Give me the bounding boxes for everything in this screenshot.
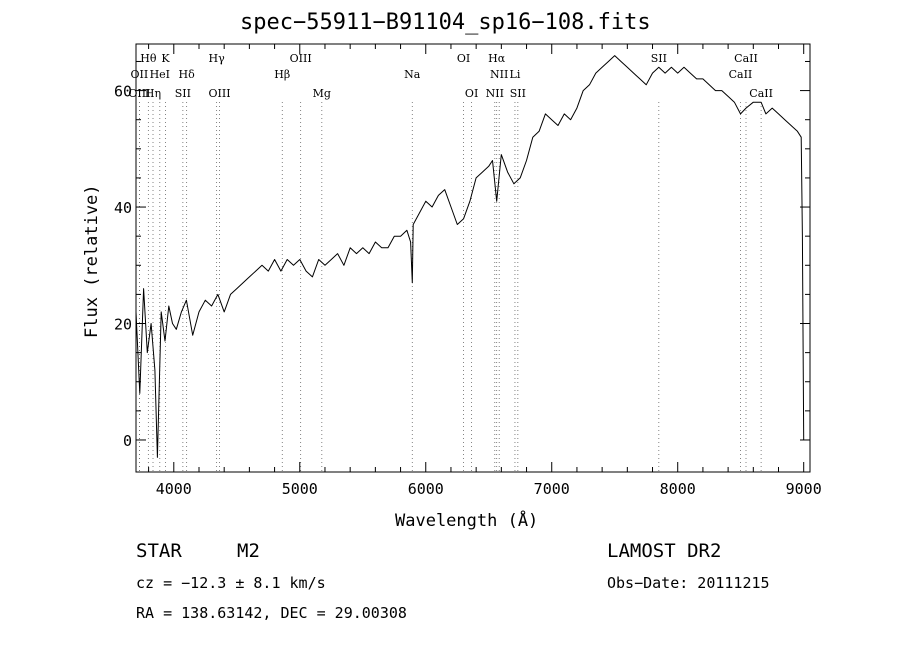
line-markers (139, 102, 762, 472)
line-marker-label: CaII (734, 52, 758, 65)
line-marker-label: OIII (290, 52, 312, 65)
line-marker-label: CaII (749, 87, 773, 100)
line-marker-label: Hδ (179, 68, 196, 81)
line-marker-label: Hβ (274, 68, 290, 81)
line-marker-label: CaII (729, 68, 753, 81)
y-tick-label: 20 (114, 316, 132, 334)
x-tick-label: 8000 (660, 480, 696, 498)
coordinates-line: RA = 138.63142, DEC = 29.00308 (136, 604, 407, 622)
line-marker-label: SII (510, 87, 526, 100)
survey-name: LAMOST DR2 (607, 540, 722, 562)
line-marker-label: SII (175, 87, 191, 100)
x-tick-label: 5000 (282, 480, 318, 498)
redshift-line: cz = −12.3 ± 8.1 km/s (136, 574, 326, 592)
line-marker-label: Hη (145, 87, 161, 100)
plot-border (135, 43, 811, 473)
line-marker-label: NII (490, 68, 508, 81)
y-axis: 0 20 40 60 (114, 60, 810, 450)
x-tick-label: 7000 (534, 480, 570, 498)
spectrum-line (136, 55, 805, 458)
line-marker-label: Hθ (140, 52, 157, 65)
line-marker-label: Na (404, 68, 421, 81)
object-subclass: M2 (237, 540, 260, 562)
spectrum-series (136, 55, 805, 458)
line-marker-label: OI (465, 87, 478, 100)
line-marker-label: Hα (488, 52, 506, 65)
line-marker-label: NII (486, 87, 504, 100)
line-marker-label: Hγ (209, 52, 226, 65)
object-class: STAR (136, 540, 182, 562)
line-marker-label: OI (457, 52, 470, 65)
y-tick-label: 0 (123, 432, 132, 450)
line-marker-label: OII (131, 68, 149, 81)
x-axis-label: Wavelength (Å) (395, 511, 539, 531)
obs-date-line: Obs−Date: 20111215 (607, 574, 770, 592)
chart-title: spec−55911−B91104_sp16−108.fits (240, 10, 651, 35)
x-tick-label: 9000 (786, 480, 822, 498)
line-marker-label: Mg (313, 87, 331, 100)
y-axis-label: Flux (relative) (82, 184, 102, 338)
line-marker-label: HeI (150, 68, 170, 81)
plot-frame (135, 43, 811, 473)
x-axis: 4000 5000 6000 7000 8000 9000 (148, 44, 822, 498)
x-tick-label: 4000 (156, 480, 192, 498)
y-tick-label: 40 (114, 199, 132, 217)
x-tick-label: 6000 (408, 480, 444, 498)
y-tick-label: 60 (114, 83, 132, 101)
line-marker-label: OIII (208, 87, 230, 100)
line-marker-label: SII (651, 52, 667, 65)
line-marker-label: Li (510, 68, 521, 81)
line-marker-label: OIII (128, 87, 150, 100)
line-marker-label: K (161, 52, 170, 65)
